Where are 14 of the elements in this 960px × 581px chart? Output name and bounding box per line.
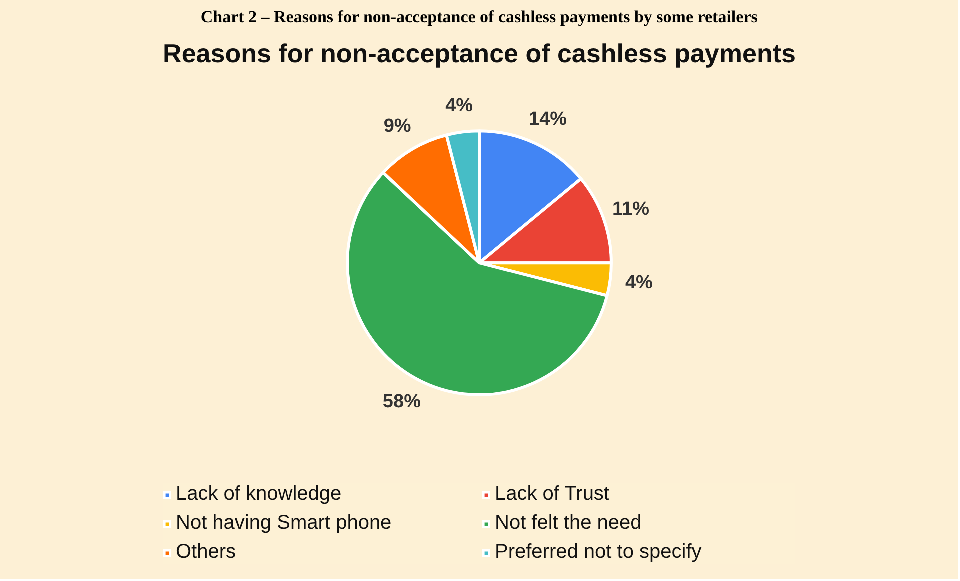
data-label: 4% <box>446 95 474 116</box>
caption: Chart 2 – Reasons for non-acceptance of cashless payments by some retailers <box>200 8 758 26</box>
data-label: 58% <box>382 391 422 412</box>
data-label: 14% <box>529 109 568 130</box>
legend-label: Lack of Trust <box>495 483 610 506</box>
legend-label: Preferred not to specify <box>495 541 703 564</box>
data-label: 11% <box>612 198 650 220</box>
legend-label: Not having Smart phone <box>176 512 393 535</box>
data-label: 4% <box>625 272 654 294</box>
legend-label: Lack of knowledge <box>176 483 343 506</box>
data-label: 9% <box>384 116 412 138</box>
chart-title: Reasons for non-acceptance of cashless payments <box>163 38 796 68</box>
legend-label: Others <box>176 541 238 564</box>
legend-label: Not felt the need <box>495 512 643 535</box>
